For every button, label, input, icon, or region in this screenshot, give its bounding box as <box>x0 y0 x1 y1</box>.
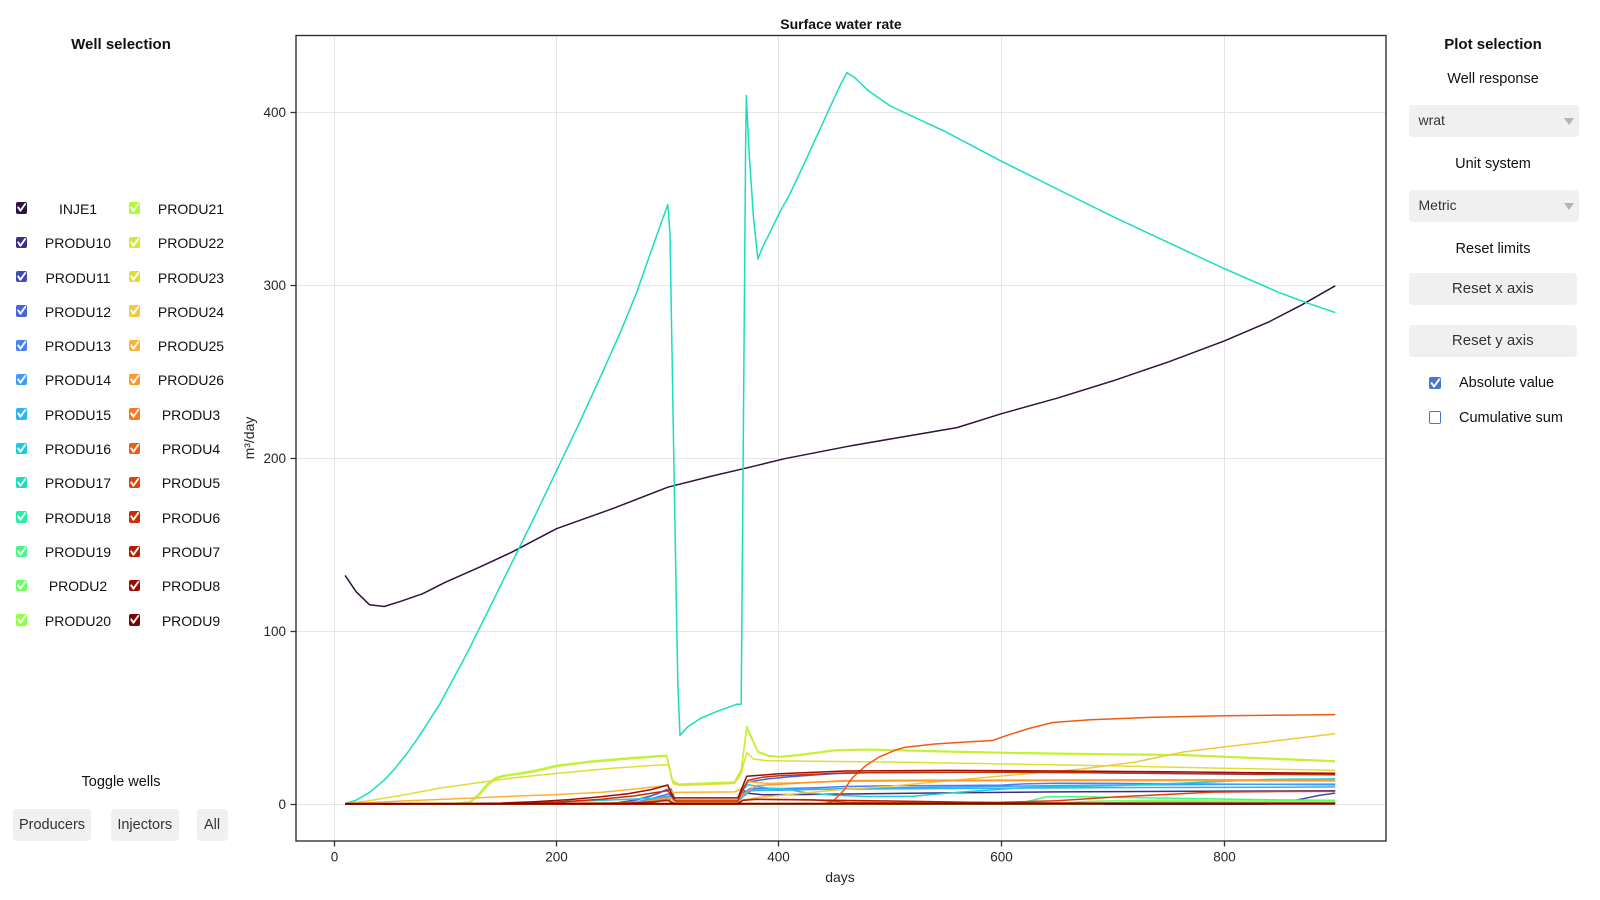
svg-text:200: 200 <box>545 850 568 865</box>
svg-text:300: 300 <box>263 278 286 293</box>
svg-text:0: 0 <box>331 850 339 865</box>
svg-text:0: 0 <box>278 797 286 812</box>
svg-text:200: 200 <box>263 451 286 466</box>
svg-text:600: 600 <box>990 850 1013 865</box>
svg-text:800: 800 <box>1213 850 1236 865</box>
svg-text:100: 100 <box>263 624 286 639</box>
svg-text:400: 400 <box>767 850 790 865</box>
svg-text:days: days <box>825 869 855 885</box>
svg-text:400: 400 <box>263 105 286 120</box>
svg-text:m³/day: m³/day <box>241 417 257 460</box>
svg-text:Surface water rate: Surface water rate <box>780 16 902 32</box>
